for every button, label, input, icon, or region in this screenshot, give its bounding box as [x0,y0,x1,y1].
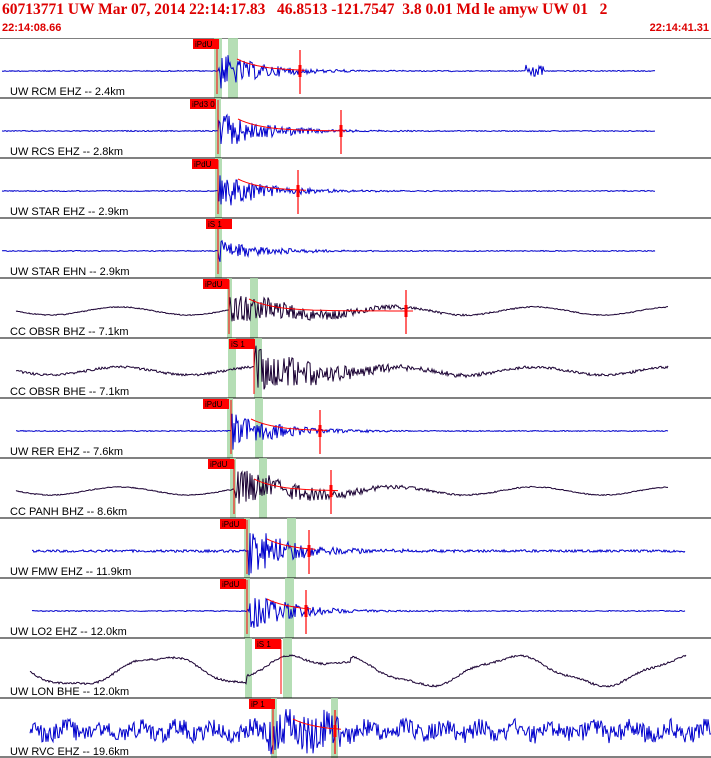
trace-row[interactable]: iPdU CC PANH BHZ -- 8.6km [0,457,711,518]
pick-tag-box [249,699,275,709]
station-label: UW FMW EHZ -- 11.9km [10,566,131,578]
coda-curve [266,538,316,550]
pick-window [245,638,252,698]
pick-window [283,638,292,698]
pick-tag-label: iS 1 [257,640,271,649]
pick-tag-label: iPdU [222,580,240,589]
trace-row[interactable]: iP 1 UW RVC EHZ -- 19.6km [0,697,711,758]
station-label: UW LON BHE -- 12.0km [10,686,129,698]
seismogram-panel[interactable]: iPdU UW RCM EHZ -- 2.4km iPd3 0 UW RCS EHZ … [0,38,711,758]
pick-tag-label: iS 1 [208,220,222,229]
station-label: UW RCS EHZ -- 2.8km [10,146,123,158]
coda-marker [404,305,408,317]
pick-window [214,38,222,98]
waveform [16,413,669,450]
station-label: CC PANH BHZ -- 8.6km [10,506,127,518]
coda-marker [296,185,300,197]
header: 60713771 UW Mar 07, 2014 22:14:17.83 46.… [0,0,711,38]
waveform [29,709,711,755]
pick-tag-label: iPdU [222,520,240,529]
waveform [1,175,656,206]
station-label: UW RCM EHZ -- 2.4km [10,86,125,98]
coda-curve [237,178,307,191]
pick-tag-label: iPdU [210,460,228,469]
pick-tag-box [220,579,246,589]
station-label: UW STAR EHN -- 2.9km [10,266,130,278]
waveform [1,55,656,89]
pick-tag-label: iPdU [195,40,213,49]
pick-tag-label: iPdU [205,400,223,409]
coda-curve [236,58,306,71]
pick-tag-box [206,219,232,229]
coda-marker [339,125,343,137]
coda-marker [329,485,333,497]
coda-curve [248,298,413,312]
pick-window [259,458,267,518]
waveform [1,239,656,262]
station-label: UW STAR EHZ -- 2.9km [10,206,128,218]
coda-marker [333,725,337,737]
trace-row[interactable]: iPdU UW RER EHZ -- 7.6km [0,397,711,458]
coda-marker [298,65,302,77]
pick-window [250,278,258,338]
pick-tag-box [220,519,246,529]
trace-row[interactable]: iPdU UW LO2 EHZ -- 12.0km [0,577,711,638]
waveform [1,113,655,145]
waveform [31,597,686,628]
coda-curve [250,418,328,431]
pick-tag-box [255,639,281,649]
pick-tag-box [203,399,229,409]
pick-tag-box [190,99,216,109]
waveform [31,533,686,576]
pick-tag-label: iPdU [205,280,223,289]
pick-window [228,338,236,398]
pick-tag-label: iPdU [194,160,212,169]
trace-row[interactable]: iPdU UW FMW EHZ -- 11.9km [0,517,711,578]
waveform [15,295,668,322]
coda-curve [253,478,339,492]
station-label: UW RER EHZ -- 7.6km [10,446,123,458]
coda-curve [266,598,312,610]
pick-tag-box [203,279,229,289]
pick-tag-label: iP 1 [251,700,265,709]
trace-row[interactable]: iPd3 0 UW RCS EHZ -- 2.8km [0,97,711,158]
pick-tag-box [193,39,219,49]
pick-window [285,578,294,638]
station-label: UW LO2 EHZ -- 12.0km [10,626,127,638]
coda-marker [318,425,322,437]
event-title: 60713771 UW Mar 07, 2014 22:14:17.83 46.… [2,1,608,18]
pick-window [254,338,262,398]
waveform [29,654,687,688]
station-label: CC OBSR BHE -- 7.1km [10,386,129,398]
time-end: 22:14:41.31 [649,22,709,34]
pick-tag-label: iPd3 0 [192,100,215,109]
coda-marker [304,605,308,617]
pick-tag-box [192,159,218,169]
trace-row[interactable]: iS 1 CC OBSR BHE -- 7.1km [0,337,711,398]
pick-tag-box [208,459,234,469]
station-label: CC OBSR BHZ -- 7.1km [10,326,129,338]
trace-row[interactable]: iPdU UW RCM EHZ -- 2.4km [0,38,711,98]
waveform [15,470,669,504]
trace-row[interactable]: iPdU CC OBSR BHZ -- 7.1km [0,277,711,338]
trace-row[interactable]: iS 1 UW LON BHE -- 12.0km [0,637,711,698]
station-label: UW RVC EHZ -- 19.6km [10,746,129,758]
trace-row[interactable]: iS 1 UW STAR EHN -- 2.9km [0,217,711,278]
waveform [16,345,669,390]
coda-curve [237,118,346,132]
pick-window [230,458,236,518]
coda-curve [292,718,342,730]
pick-tag-box [229,339,255,349]
coda-marker [307,545,311,557]
pick-tag-label: iS 1 [231,340,245,349]
time-start: 22:14:08.66 [2,22,62,34]
pick-window [227,398,233,458]
trace-row[interactable]: iPdU UW STAR EHZ -- 2.9km [0,157,711,218]
